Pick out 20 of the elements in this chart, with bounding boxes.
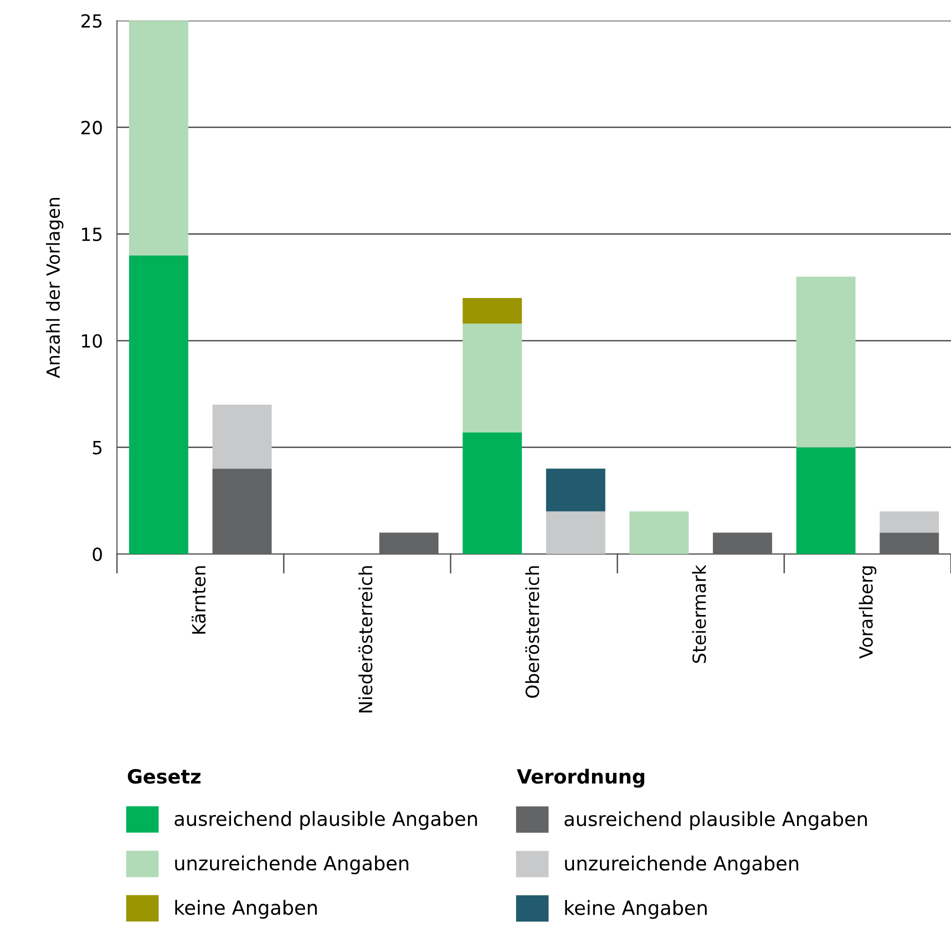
x-tick-label: Kärnten: [192, 566, 206, 634]
text: Verordnung: [516, 768, 644, 788]
x-tick-label: Steiermark: [692, 564, 706, 663]
text: Gesetz: [128, 769, 200, 784]
legend-label: ausreichend plausible Angaben: [174, 811, 477, 830]
y-tick-label: 0: [92, 547, 102, 562]
legend-label: ausreichend plausible Angaben: [564, 811, 867, 830]
x-tick-label: Vorarlberg: [858, 566, 876, 659]
legend-label: keine Angaben: [175, 900, 317, 919]
legend-label: keine Angaben: [565, 900, 707, 919]
x-tick-label: Oberösterreich: [525, 566, 540, 698]
legend-label: unzureichende Angaben: [565, 856, 798, 874]
y-tick-label: 25: [81, 14, 102, 28]
y-tick-label: 5: [92, 441, 102, 454]
y-tick-label: 15: [82, 228, 102, 242]
x-tick-label: Niederösterreich: [358, 566, 372, 712]
y-axis-title: Anzahl der Vorlagen: [46, 198, 64, 378]
legend-label: unzureichende Angaben: [175, 855, 408, 874]
y-tick-label: 20: [81, 120, 102, 134]
y-tick-label: 10: [82, 334, 102, 348]
